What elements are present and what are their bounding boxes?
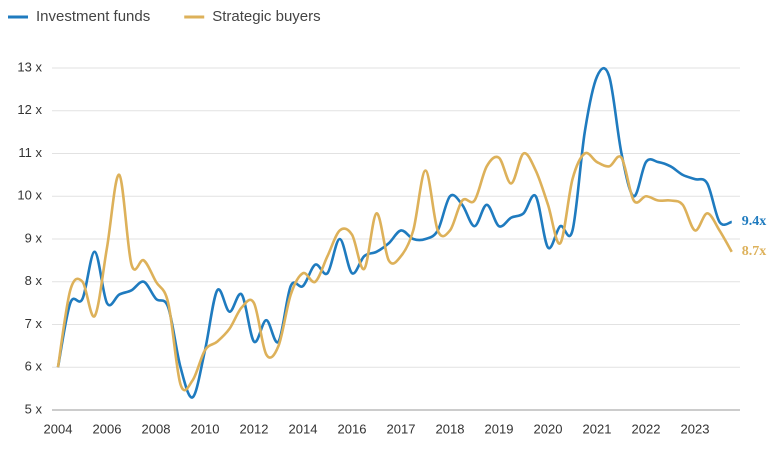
x-tick-label: 2017 xyxy=(387,421,416,436)
x-tick-label: 2018 xyxy=(436,421,465,436)
x-tick-label: 2004 xyxy=(44,421,73,436)
x-tick-label: 2012 xyxy=(240,421,269,436)
series-line xyxy=(56,66,733,399)
y-tick-label: 13 x xyxy=(17,59,42,74)
x-tick-label: 2022 xyxy=(632,421,661,436)
y-tick-label: 7 x xyxy=(25,316,43,331)
x-tick-label: 2016 xyxy=(338,421,367,436)
x-tick-label: 2019 xyxy=(485,421,514,436)
legend-label: Strategic buyers xyxy=(212,8,320,25)
y-tick-label: 5 x xyxy=(25,401,43,416)
x-tick-label: 2014 xyxy=(289,421,318,436)
y-tick-label: 8 x xyxy=(25,273,43,288)
x-tick-label: 2021 xyxy=(583,421,612,436)
y-tick-label: 10 x xyxy=(17,188,42,203)
y-tick-label: 6 x xyxy=(25,359,43,374)
end-label: 9.4x xyxy=(742,214,767,229)
y-tick-label: 12 x xyxy=(17,102,42,117)
series-line xyxy=(56,151,733,392)
x-tick-label: 2023 xyxy=(681,421,710,436)
x-tick-label: 2008 xyxy=(142,421,171,436)
y-tick-label: 11 x xyxy=(18,145,42,160)
x-tick-label: 2006 xyxy=(93,421,122,436)
legend-label: Investment funds xyxy=(36,8,150,25)
y-tick-label: 9 x xyxy=(25,230,43,245)
x-tick-label: 2010 xyxy=(191,421,220,436)
end-label: 8.7x xyxy=(742,244,767,259)
x-tick-label: 2020 xyxy=(534,421,563,436)
legend: Investment funds Strategic buyers xyxy=(8,8,321,25)
